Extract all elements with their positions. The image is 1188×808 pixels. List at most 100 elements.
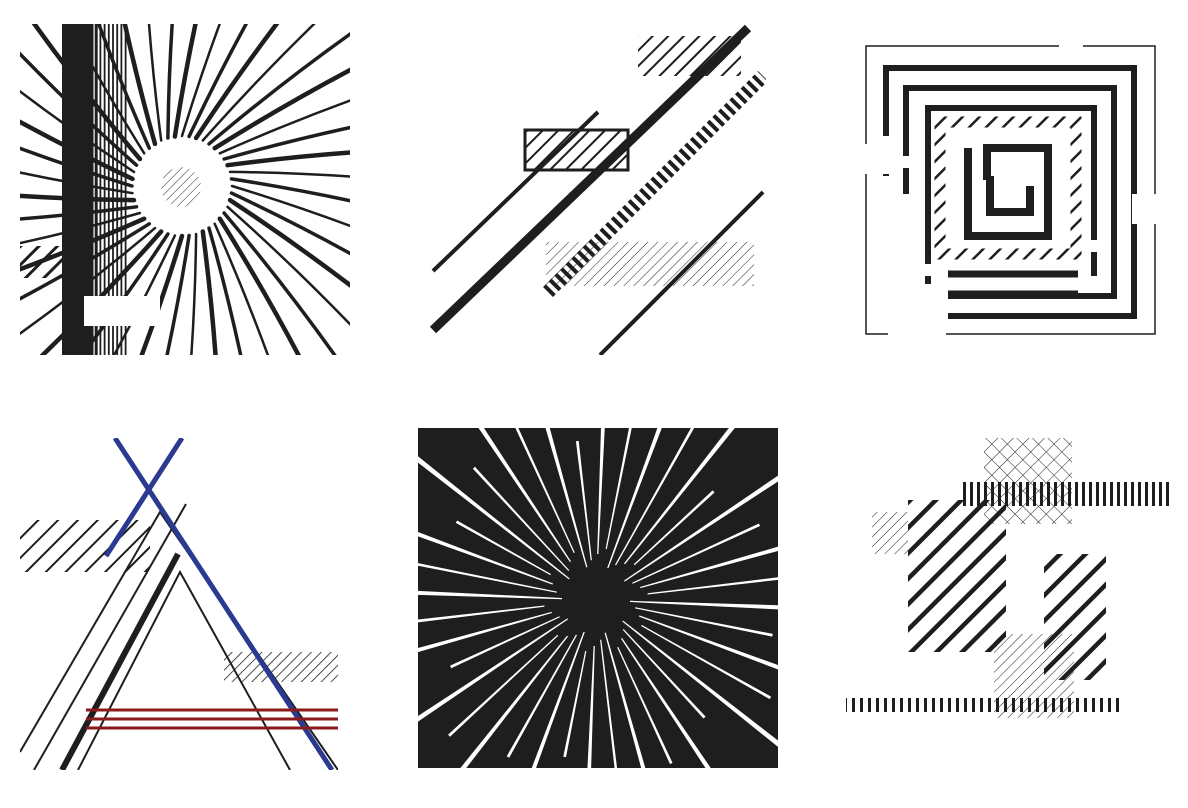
tile-triangle-lines bbox=[20, 438, 338, 770]
burst-ray bbox=[201, 24, 316, 142]
burst-ray bbox=[96, 24, 152, 150]
burst-ray bbox=[226, 205, 350, 327]
burst-ray bbox=[20, 51, 139, 167]
starburst-ray bbox=[615, 428, 695, 566]
bottom-stripes bbox=[948, 270, 1078, 298]
starburst-ray bbox=[531, 631, 585, 768]
burst-ray bbox=[193, 24, 280, 141]
starburst-ray bbox=[632, 523, 761, 584]
starburst-ray bbox=[621, 637, 711, 768]
burst-ray bbox=[20, 226, 157, 336]
starburst-ray bbox=[597, 428, 605, 555]
bottom-barcode-strip bbox=[846, 698, 1122, 712]
triangle-group bbox=[20, 438, 338, 770]
upper-hatched-band bbox=[20, 520, 150, 572]
blue-cross-lines bbox=[103, 438, 335, 770]
starburst-ray bbox=[418, 563, 557, 593]
starburst-ray bbox=[604, 632, 646, 768]
triangle-outlines bbox=[20, 503, 338, 770]
burst-ray bbox=[190, 232, 198, 355]
starburst-ray bbox=[638, 615, 778, 670]
starburst-ray bbox=[633, 490, 715, 566]
maze-group bbox=[864, 44, 1157, 336]
starburst-ray bbox=[640, 546, 778, 589]
burst-ray bbox=[20, 222, 152, 301]
burst-ray bbox=[172, 24, 198, 139]
hatched-square-ring bbox=[934, 116, 1082, 260]
burst-ray bbox=[227, 197, 350, 288]
lower-diagonal-line bbox=[598, 190, 765, 355]
starburst-ray bbox=[605, 428, 632, 550]
starburst-ray bbox=[641, 624, 772, 700]
tile-black-starburst bbox=[418, 428, 778, 768]
hatched-side-block bbox=[20, 246, 68, 278]
tile-hatched-blocks bbox=[846, 438, 1172, 718]
thin-diagonal-line bbox=[431, 110, 600, 273]
burst-ray bbox=[180, 24, 221, 138]
starburst-ray bbox=[622, 629, 706, 719]
starburst-ray bbox=[448, 634, 559, 737]
maze-stripes bbox=[883, 65, 1137, 319]
dashed-diagonal-band bbox=[543, 71, 766, 297]
blue-short-line bbox=[103, 438, 185, 558]
starburst-ray bbox=[600, 639, 618, 768]
starburst-ray bbox=[624, 428, 735, 565]
burst-ray bbox=[200, 229, 218, 355]
white-notch-block bbox=[84, 296, 160, 326]
burst-ray bbox=[112, 234, 177, 355]
starburst-rays bbox=[418, 428, 778, 768]
starburst-ray bbox=[545, 428, 588, 568]
starburst-ray bbox=[455, 520, 551, 576]
burst-center-hatch bbox=[161, 167, 201, 207]
tile-radial-burst bbox=[20, 24, 350, 355]
starburst-ray bbox=[472, 466, 570, 571]
burst-ray bbox=[207, 31, 350, 146]
burst-ray bbox=[222, 125, 350, 161]
burst-ray bbox=[20, 216, 147, 272]
starburst-ray bbox=[515, 428, 575, 553]
lower-hatched-band bbox=[224, 652, 338, 682]
burst-ray bbox=[213, 222, 270, 355]
starburst-ray bbox=[478, 428, 571, 563]
starburst-ray bbox=[563, 650, 587, 758]
starburst-ray bbox=[418, 605, 545, 623]
starburst-ray bbox=[418, 611, 552, 653]
burst-ray bbox=[230, 184, 350, 228]
frame-gap-bottom bbox=[888, 314, 946, 336]
starburst-ray bbox=[575, 440, 592, 561]
top-barcode-strip bbox=[960, 482, 1172, 506]
starburst-ray bbox=[506, 634, 577, 758]
burst-ray bbox=[218, 99, 350, 155]
starburst-center bbox=[566, 570, 626, 630]
small-fine-hatch-block bbox=[872, 512, 908, 554]
starburst-ray bbox=[622, 620, 778, 747]
large-striped-block bbox=[908, 500, 1006, 652]
burst-ray bbox=[139, 233, 185, 355]
starburst-ray bbox=[418, 531, 554, 585]
starburst-ray bbox=[607, 428, 662, 569]
burst-ray bbox=[166, 24, 174, 140]
outer-frame bbox=[865, 45, 1156, 335]
frame-gap-left bbox=[864, 144, 890, 174]
starburst-ray bbox=[635, 607, 773, 637]
burst-ray bbox=[187, 24, 249, 139]
starburst-ray bbox=[450, 616, 560, 669]
tile-diagonal-bars bbox=[430, 24, 766, 355]
top-hatched-block bbox=[638, 36, 741, 76]
burst-ray bbox=[212, 67, 350, 151]
small-striped-block bbox=[1044, 554, 1106, 680]
red-horizontal-lines bbox=[86, 708, 338, 730]
burst-ray bbox=[228, 170, 350, 178]
burst-ray bbox=[20, 193, 137, 203]
burst-ray bbox=[229, 177, 350, 203]
thick-diagonal-line bbox=[430, 24, 752, 334]
tile-square-maze bbox=[864, 44, 1157, 336]
blue-long-line bbox=[112, 438, 335, 770]
diagonal-group bbox=[430, 24, 766, 355]
starburst-ray bbox=[418, 456, 570, 580]
burst-ray bbox=[217, 216, 302, 355]
starburst-ray bbox=[460, 635, 568, 768]
starburst-ray bbox=[629, 600, 778, 610]
burst-ray bbox=[222, 211, 337, 355]
